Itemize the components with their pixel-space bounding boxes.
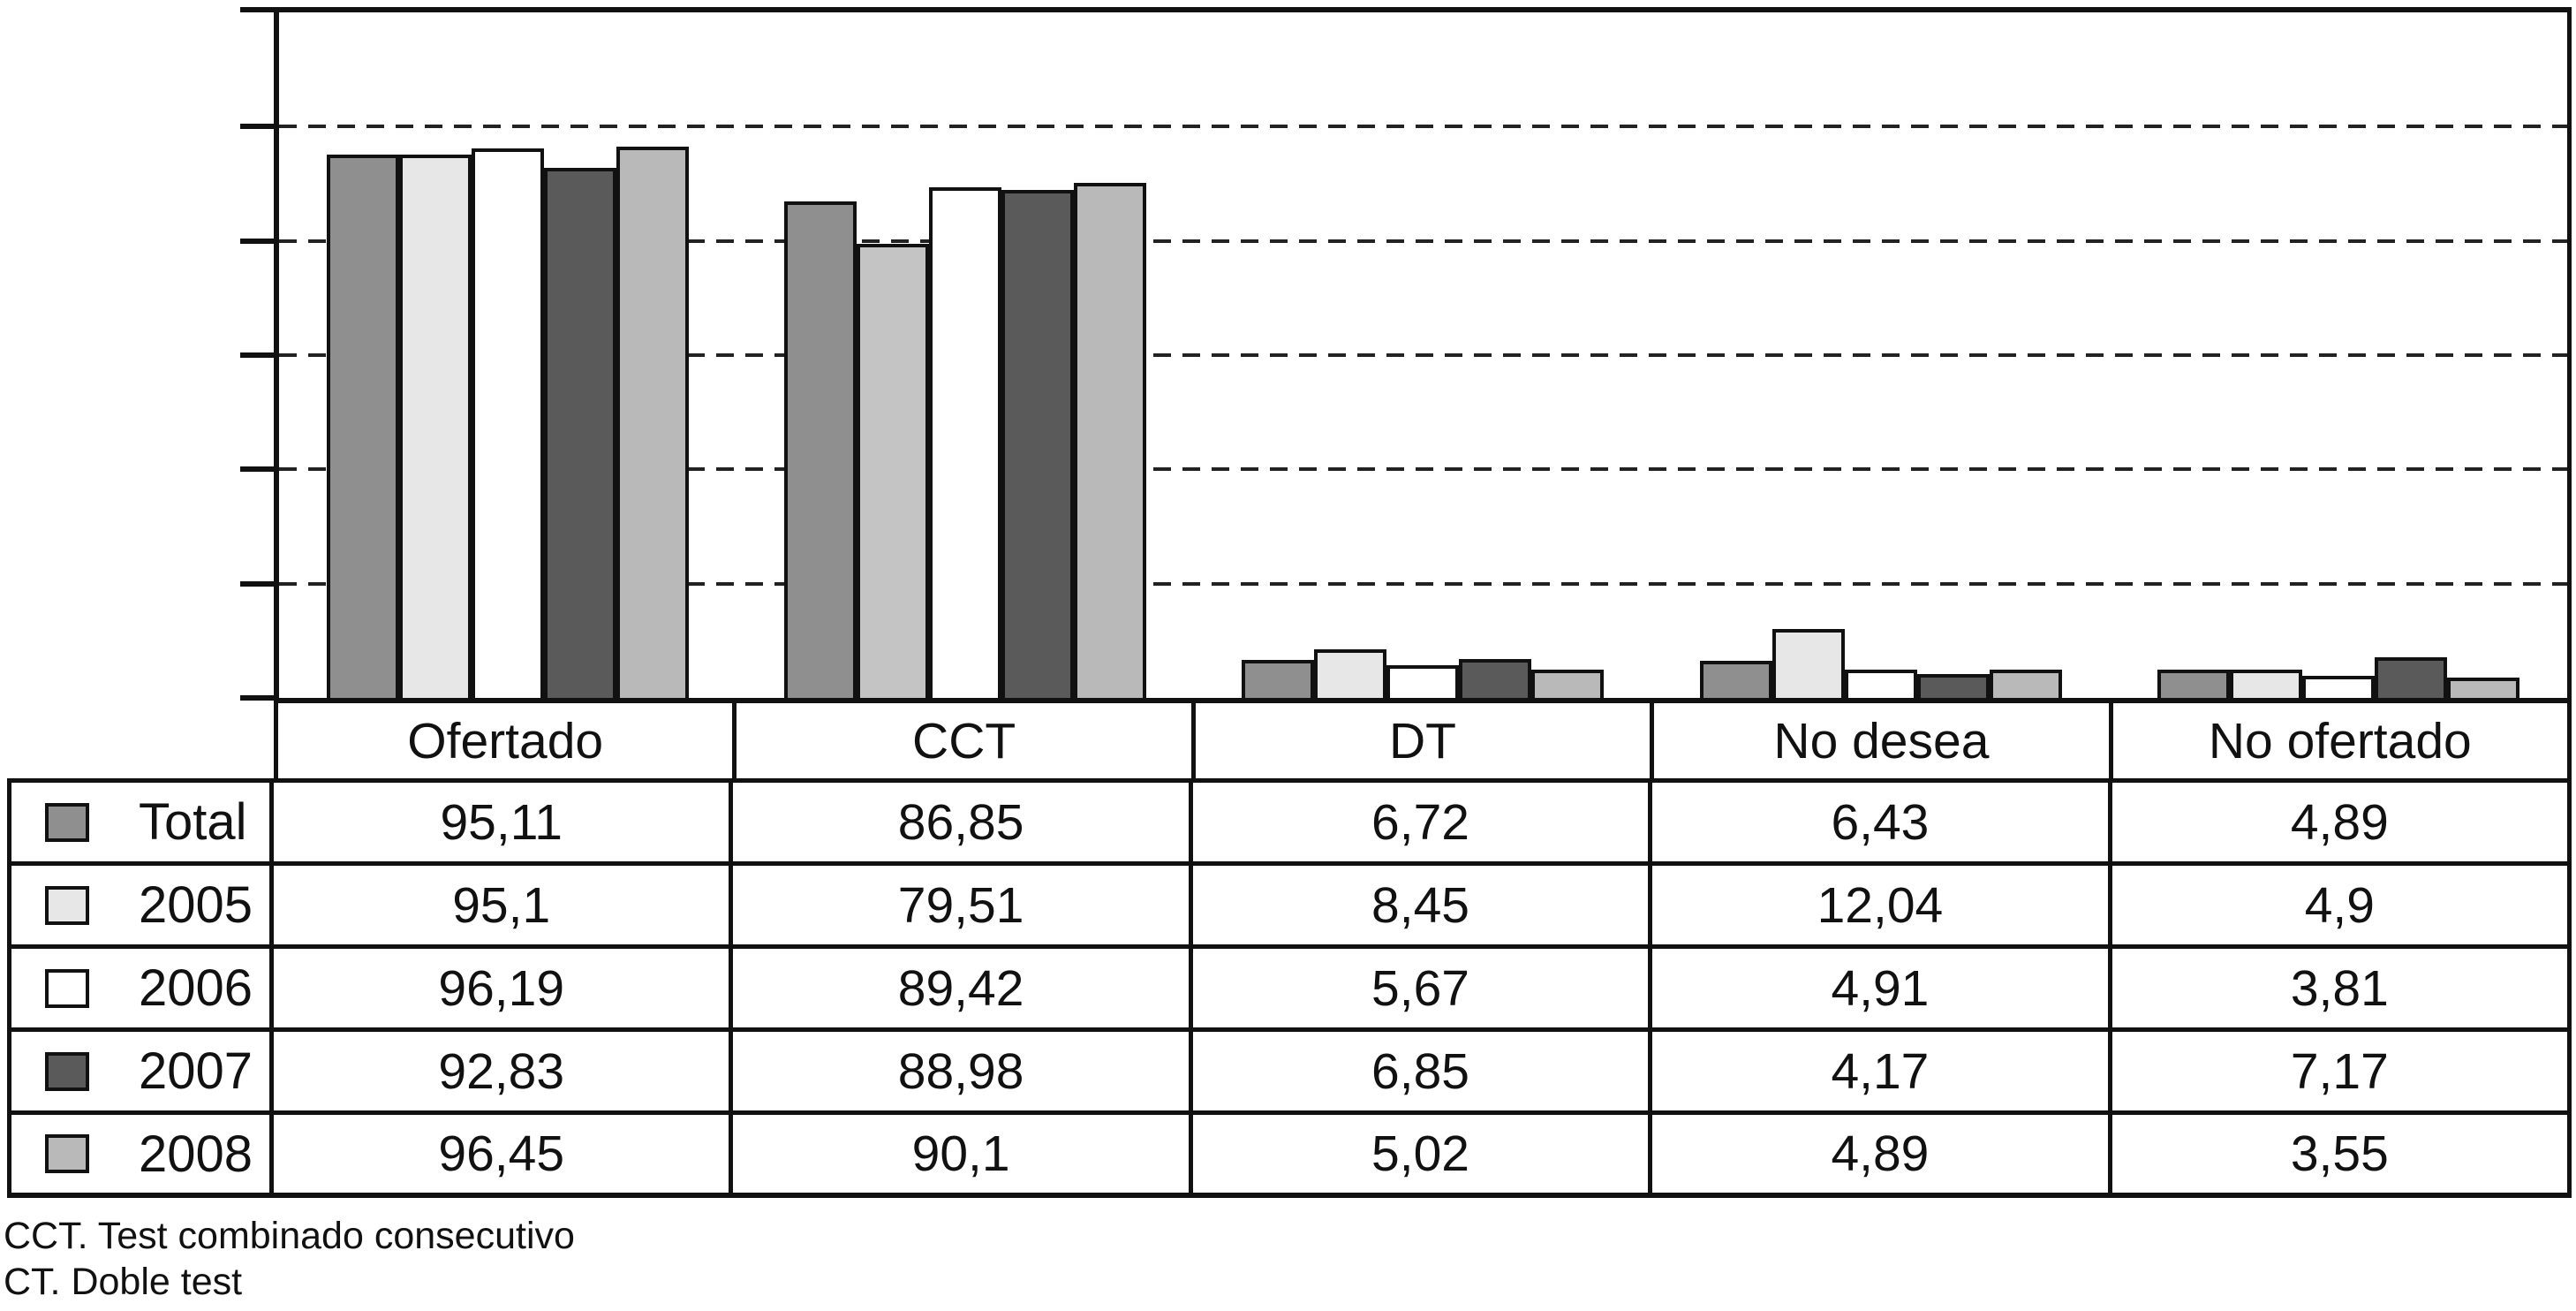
header-cell-dt: DT xyxy=(1195,698,1655,783)
legend-swatch-2005 xyxy=(45,885,89,925)
bar-2005-cct xyxy=(857,244,930,698)
y-axis-tick-2 xyxy=(240,466,276,473)
bar-total-dt xyxy=(1242,660,1315,698)
cell-2008-ofertado: 96,45 xyxy=(274,1115,734,1198)
legend-cell-2007: 2007 xyxy=(7,1032,274,1115)
y-axis-tick-6 xyxy=(240,695,276,701)
cell-2005-ofertado: 95,1 xyxy=(274,866,734,949)
gridline-60 xyxy=(279,353,2567,357)
legend-cell-2008: 2008 xyxy=(7,1115,274,1198)
footnote-ct: CT. Doble test xyxy=(4,1261,243,1303)
cell-total-no-desea: 6,43 xyxy=(1652,783,2112,866)
data-table: Ofertado CCT DT No desea No ofertado Total 95,… xyxy=(7,698,2572,1198)
bar-2006-dt xyxy=(1386,665,1460,698)
plot-area xyxy=(274,7,2572,698)
table-row-2005: 2005 95,1 79,51 8,45 12,04 4,9 xyxy=(7,866,2572,949)
legend-swatch-2006 xyxy=(45,968,89,1008)
cell-2005-no-desea: 12,04 xyxy=(1652,866,2112,949)
table-row-2006: 2006 96,19 89,42 5,67 4,91 3,81 xyxy=(7,949,2572,1032)
bar-2007-cct xyxy=(1001,190,1075,698)
y-axis-tick-5 xyxy=(240,124,276,130)
cell-2008-no-desea: 4,89 xyxy=(1652,1115,2112,1198)
header-cell-no-ofertado: No ofertado xyxy=(2112,698,2572,783)
y-axis-tick-0 xyxy=(240,7,276,12)
bar-2005-dt xyxy=(1314,649,1387,698)
bar-2005-ofertado xyxy=(399,155,472,698)
bar-2007-no-ofertado xyxy=(2374,657,2447,698)
bar-2005-no-desea xyxy=(1771,629,1845,698)
y-axis-tick-4 xyxy=(240,238,276,244)
bar-2007-no-desea xyxy=(1916,674,1990,698)
bar-total-cct xyxy=(784,201,857,698)
legend-cell-total: Total xyxy=(7,783,274,866)
bar-2008-cct xyxy=(1074,183,1147,698)
header-cell-cct: CCT xyxy=(737,698,1196,783)
bar-total-no-desea xyxy=(1699,661,1772,698)
gridline-20 xyxy=(279,581,2567,586)
gridline-100 xyxy=(279,125,2567,129)
bar-2006-cct xyxy=(929,187,1002,698)
cell-2006-dt: 5,67 xyxy=(1192,949,1653,1032)
legend-label-2006: 2006 xyxy=(139,959,253,1017)
cell-2007-dt: 6,85 xyxy=(1192,1032,1653,1115)
bar-2008-no-desea xyxy=(1989,670,2062,698)
cell-2007-no-ofertado: 7,17 xyxy=(2111,1032,2572,1115)
bar-2006-no-desea xyxy=(1844,670,1917,698)
bar-2008-dt xyxy=(1531,670,1605,698)
legend-label-2007: 2007 xyxy=(139,1042,253,1100)
header-cell-no-desea: No desea xyxy=(1654,698,2113,783)
table-row-2007: 2007 92,83 88,98 6,85 4,17 7,17 xyxy=(7,1032,2572,1115)
cell-2007-no-desea: 4,17 xyxy=(1652,1032,2112,1115)
bar-total-ofertado xyxy=(327,155,399,698)
cell-2007-cct: 88,98 xyxy=(733,1032,1193,1115)
cell-2005-cct: 79,51 xyxy=(733,866,1193,949)
cell-total-dt: 6,72 xyxy=(1192,783,1653,866)
legend-cell-2005: 2005 xyxy=(7,866,274,949)
gridline-40 xyxy=(279,467,2567,472)
y-axis-tick-1 xyxy=(240,580,276,587)
y-axis-tick-3 xyxy=(240,352,276,358)
header-cell-ofertado: Ofertado xyxy=(278,698,737,783)
cell-2006-cct: 89,42 xyxy=(733,949,1193,1032)
bar-2008-ofertado xyxy=(616,147,689,698)
cell-total-ofertado: 95,11 xyxy=(274,783,734,866)
cell-2007-ofertado: 92,83 xyxy=(274,1032,734,1115)
bar-2008-no-ofertado xyxy=(2446,678,2519,698)
footnote-cct: CCT. Test combinado consecutivo xyxy=(4,1215,575,1257)
table-row-total: Total 95,11 86,85 6,72 6,43 4,89 xyxy=(7,783,2572,866)
legend-swatch-2007 xyxy=(45,1051,89,1091)
bar-2007-ofertado xyxy=(544,168,616,698)
cell-total-cct: 86,85 xyxy=(733,783,1193,866)
cell-2008-dt: 5,02 xyxy=(1192,1115,1653,1198)
cell-total-no-ofertado: 4,89 xyxy=(2111,783,2572,866)
bar-total-no-ofertado xyxy=(2157,670,2230,698)
cell-2005-no-ofertado: 4,9 xyxy=(2111,866,2572,949)
cell-2006-no-desea: 4,91 xyxy=(1652,949,2112,1032)
table-row-2008: 2008 96,45 90,1 5,02 4,89 3,55 xyxy=(7,1115,2572,1198)
bar-2006-ofertado xyxy=(472,148,544,698)
bar-2005-no-ofertado xyxy=(2229,670,2302,698)
legend-label-total: Total xyxy=(139,793,247,851)
bar-2007-dt xyxy=(1459,659,1532,698)
legend-cell-2006: 2006 xyxy=(7,949,274,1032)
legend-label-2005: 2005 xyxy=(139,876,253,934)
cell-2005-dt: 8,45 xyxy=(1192,866,1653,949)
legend-swatch-2008 xyxy=(45,1134,89,1173)
table-corner-spacer xyxy=(7,698,278,783)
legend-swatch-total xyxy=(45,802,89,842)
legend-label-2008: 2008 xyxy=(139,1125,253,1183)
gridline-80 xyxy=(279,239,2567,243)
cell-2006-no-ofertado: 3,81 xyxy=(2111,949,2572,1032)
cell-2006-ofertado: 96,19 xyxy=(274,949,734,1032)
cell-2008-cct: 90,1 xyxy=(733,1115,1193,1198)
cell-2008-no-ofertado: 3,55 xyxy=(2111,1115,2572,1198)
bar-2006-no-ofertado xyxy=(2301,676,2375,698)
